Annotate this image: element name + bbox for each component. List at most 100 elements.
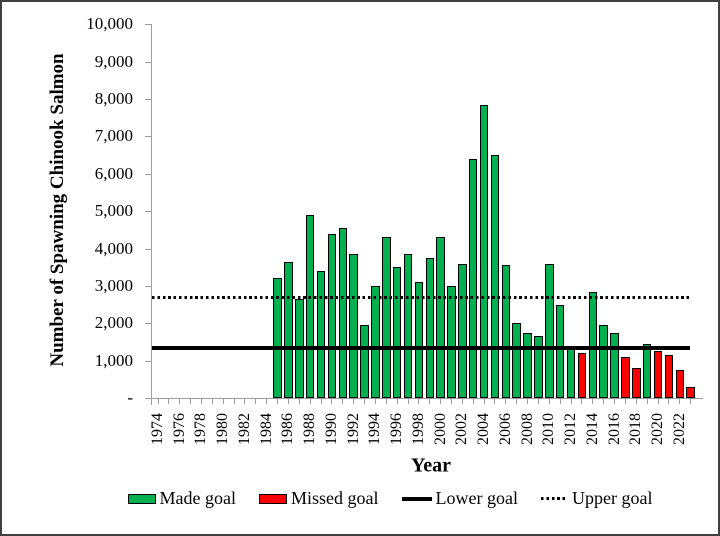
y-tick-label: 9,000	[94, 51, 133, 71]
bar-2005	[490, 155, 500, 398]
bar-2016	[610, 332, 619, 398]
legend-label-made-goal: Made goal	[159, 488, 237, 508]
bar-1986	[284, 261, 293, 398]
x-tick	[592, 399, 594, 404]
legend-item-upper-goal: Upper goal	[540, 488, 653, 509]
bar-2022	[675, 369, 684, 398]
x-tick	[287, 399, 289, 404]
x-tick	[157, 399, 159, 404]
x-tick	[690, 399, 692, 404]
x-tick	[277, 399, 279, 404]
y-tick-label: 10,000	[86, 14, 133, 34]
x-tick	[168, 399, 170, 404]
bar-1996	[392, 267, 402, 398]
x-tick	[429, 399, 431, 404]
bar-2010	[545, 263, 554, 398]
bar-2021	[664, 355, 674, 398]
y-tick	[145, 61, 151, 63]
bar-1998	[414, 282, 424, 398]
y-tick-label: 2,000	[94, 313, 133, 333]
y-tick	[145, 323, 151, 325]
x-tick-label: 1988	[301, 413, 319, 445]
bar-1997	[403, 254, 413, 398]
y-tick	[145, 285, 151, 287]
bar-2002	[458, 263, 467, 398]
y-tick-label: 3,000	[94, 275, 133, 295]
y-tick-label: 5,000	[94, 201, 133, 221]
x-tick	[342, 399, 344, 404]
bar-2000	[436, 237, 445, 398]
y-tick-label: 4,000	[94, 238, 133, 258]
x-tick-label: 1990	[322, 413, 340, 445]
x-axis-title: Year	[411, 454, 451, 477]
x-tick-label: 1974	[149, 413, 166, 445]
x-tick	[353, 399, 355, 404]
bar-2004	[479, 104, 489, 398]
x-tick	[450, 399, 452, 404]
x-axis-line	[151, 398, 703, 399]
y-tick-label: 6,000	[94, 163, 133, 183]
bar-1994	[371, 285, 380, 398]
missed-goal-swatch-icon	[259, 493, 288, 504]
x-tick	[603, 399, 605, 404]
bar-2023	[686, 386, 695, 398]
bar-2007	[512, 323, 521, 398]
x-tick-label: 1998	[409, 413, 427, 445]
x-tick-label: 2004	[475, 413, 493, 445]
x-tick-label: 2006	[496, 413, 514, 445]
x-tick	[581, 399, 583, 404]
bar-2012	[566, 345, 576, 398]
x-tick	[516, 399, 518, 404]
x-tick-label: 2020	[649, 413, 667, 445]
y-tick-label: -	[127, 388, 133, 407]
bar-2015	[599, 325, 608, 398]
x-tick	[255, 399, 257, 404]
x-tick	[222, 399, 224, 404]
y-axis-line	[151, 24, 152, 405]
lower-goal-line-icon	[401, 496, 432, 501]
bar-2014	[588, 291, 598, 398]
bar-2017	[621, 356, 630, 398]
bar-1992	[349, 254, 358, 398]
x-tick	[657, 399, 659, 404]
x-tick-label: 2012	[562, 413, 580, 445]
x-tick-label: 1976	[170, 413, 188, 445]
bar-1988	[305, 214, 315, 398]
x-tick-label: 1978	[192, 413, 210, 445]
legend-label-missed-goal: Missed goal	[291, 488, 379, 508]
bar-2013	[577, 353, 587, 398]
x-tick	[374, 399, 376, 404]
x-tick-label: 2008	[518, 413, 536, 445]
x-tick	[364, 399, 366, 404]
x-tick	[646, 399, 648, 404]
x-tick	[266, 399, 268, 404]
x-tick	[570, 399, 572, 404]
legend-label-upper-goal: Upper goal	[571, 488, 653, 508]
legend-item-missed-goal: Missed goal	[259, 488, 379, 509]
x-tick	[385, 399, 387, 404]
upper-goal-line	[152, 295, 690, 299]
x-tick-label: 2018	[627, 413, 645, 445]
y-tick	[145, 211, 151, 213]
x-tick	[244, 399, 246, 404]
x-tick	[309, 399, 311, 404]
y-tick-label: 1,000	[94, 350, 133, 370]
bar-1985	[273, 278, 282, 398]
legend: Made goal Missed goal Lower goal Upper g…	[32, 488, 718, 509]
y-tick-label: 8,000	[94, 89, 133, 109]
x-tick	[635, 399, 637, 404]
x-tick	[559, 399, 561, 404]
x-tick-label: 1980	[214, 413, 232, 445]
x-tick	[233, 399, 235, 404]
x-tick	[461, 399, 463, 404]
legend-item-lower-goal: Lower goal	[401, 488, 518, 509]
bar-2008	[523, 332, 532, 398]
x-tick	[527, 399, 529, 404]
x-tick	[494, 399, 496, 404]
bar-1999	[425, 257, 434, 398]
x-tick-label: 2022	[670, 413, 688, 445]
bar-2019	[642, 343, 652, 398]
bar-1993	[360, 325, 369, 398]
x-tick-label: 2010	[540, 413, 558, 445]
